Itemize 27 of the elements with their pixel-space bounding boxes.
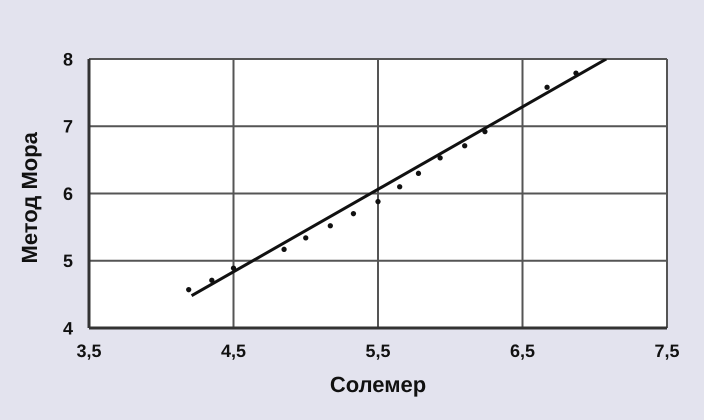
point	[281, 246, 287, 252]
y-tick-label: 4	[62, 318, 73, 338]
point	[350, 211, 356, 216]
x-tick-label: 3,5	[76, 340, 102, 361]
point	[397, 184, 402, 190]
x-tick-label: 5,5	[365, 340, 391, 361]
point	[186, 287, 192, 292]
point	[328, 223, 333, 228]
point	[416, 170, 422, 176]
point	[209, 278, 214, 283]
y-tick-label: 7	[62, 116, 73, 137]
point	[437, 155, 443, 160]
x-axis-title: Солемер	[330, 372, 426, 397]
point	[544, 84, 550, 90]
point	[230, 266, 236, 271]
x-tick-label: 6,5	[510, 340, 536, 361]
x-tick-label: 4,5	[220, 340, 246, 361]
y-tick-label: 6	[62, 184, 73, 204]
y-axis-title: Метод Мора	[16, 131, 42, 264]
point	[573, 70, 579, 76]
point	[462, 143, 468, 148]
point	[375, 198, 381, 204]
x-tick-label: 7,5	[654, 340, 680, 361]
point	[482, 128, 488, 134]
point	[303, 235, 308, 241]
y-tick-label: 5	[62, 251, 73, 272]
y-tick-label: 8	[62, 49, 73, 70]
